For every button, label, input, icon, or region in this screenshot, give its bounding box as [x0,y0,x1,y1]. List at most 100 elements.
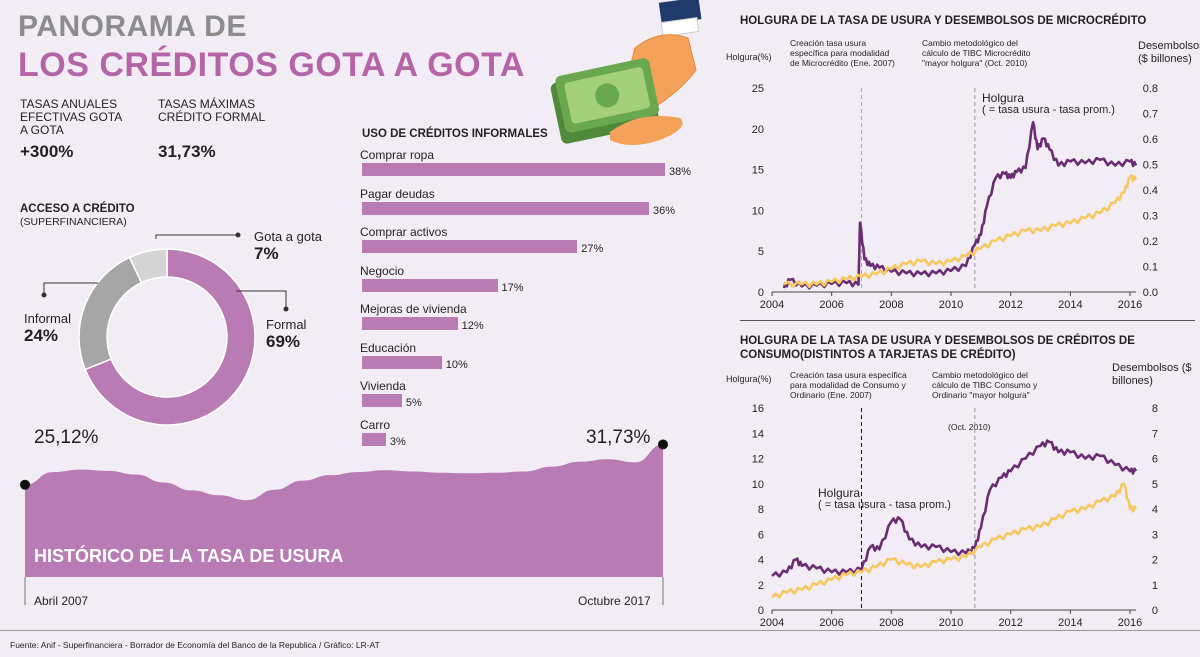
bar [362,394,402,407]
bar-label: Educación [360,340,417,355]
bar-chart-title: USO DE CRÉDITOS INFORMALES [362,128,548,140]
series-line-desembolsos [771,482,1138,599]
leader-dot-gota [235,232,241,238]
y-tick-label: 15 [752,165,764,177]
x-tick-label: 2006 [819,299,843,311]
bar-value-label: 36% [653,204,676,217]
rate-label: TASAS ANUALES EFECTIVAS GOTA A GOTA [20,97,122,137]
footer-divider [0,630,1200,631]
series-line-desembolsos [783,174,1138,289]
microcredit-annotation-1: Creación tasa usura específica para moda… [790,38,895,68]
y-right-tick-label: 4 [1152,504,1158,516]
bar [362,278,498,292]
access-credit-donut-chart [41,232,289,426]
y-tick-label: 6 [758,529,764,541]
y-right-tick-label: 0.4 [1143,185,1158,197]
y-tick-label: 5 [758,246,764,258]
bar [362,355,442,369]
consumer-series-note: ( = tasa usura - tasa prom.) [818,499,951,511]
y-tick-label: 25 [752,83,764,95]
donut-label-formal: Formal [266,317,307,332]
y-right-tick-label: 0.8 [1143,83,1158,95]
leader-line-gota [155,234,238,239]
usury-history-area-chart [20,439,668,605]
y-right-tick-label: 0.5 [1143,160,1158,172]
y-right-tick-label: 0.1 [1143,262,1158,274]
bar-label: Comprar activos [360,225,448,239]
y-tick-label: 16 [752,403,764,415]
leader-line-informal [43,282,98,295]
bar-value-label: 38% [669,166,692,178]
x-tick-label: 2008 [879,299,903,311]
donut-value-informal: 24% [24,326,59,345]
consumer-annotation-1: Creación tasa usura específica para moda… [790,370,907,400]
x-tick-label: 2014 [1058,617,1082,629]
bar-value-label: 10% [445,358,468,371]
x-tick-label: 2016 [1118,299,1142,311]
bar-value-label: 17% [501,281,524,294]
area-start-value: 25,12% [34,427,99,448]
donut-slice-formal [84,248,256,426]
x-tick-label: 2016 [1118,617,1142,629]
money-hand-illustration [550,0,702,145]
y-tick-label: 10 [752,479,764,491]
x-tick-label: 2004 [760,617,784,629]
x-tick-label: 2014 [1058,299,1082,311]
consumer-ylabel: Holgura(%) [726,374,772,384]
bar-label: Comprar ropa [360,148,435,162]
page-title-line1: PANORAMA DE [18,10,247,43]
y-tick-label: 20 [752,124,764,136]
consumer-annotation-2b: (Oct. 2010) [948,422,991,432]
x-tick-label: 2012 [998,617,1022,629]
y-tick-label: 8 [758,504,764,516]
leader-dot-informal [41,292,47,298]
x-tick-label: 2012 [998,299,1022,311]
divider [740,320,1195,321]
donut-value-gota: 7% [254,244,279,263]
microcredit-ylabel: Holgura(%) [726,52,772,62]
y-tick-label: 4 [758,555,764,567]
bar [362,317,458,330]
leader-dot-formal [283,306,289,312]
y-right-tick-label: 0.7 [1143,109,1158,121]
y-right-tick-label: 3 [1152,529,1158,541]
y-right-tick-label: 0.6 [1143,134,1158,146]
donut-value-formal: 69% [266,332,301,351]
footer-source: Fuente: Anif - Superfinanciera - Borrado… [10,640,380,650]
bar-value-label: 5% [405,397,422,409]
y-right-tick-label: 0.0 [1143,287,1158,299]
y-right-tick-label: 0.2 [1143,236,1158,248]
bar-label: Vivienda [360,379,406,393]
max-rate-value: 31,73% [158,142,216,161]
bar-label: Pagar deudas [360,186,435,201]
x-tick-label: 2008 [879,617,903,629]
donut-slice-informal [78,256,143,371]
y-right-tick-label: 0 [1152,605,1158,617]
area-start-dot [20,479,30,490]
bar [362,432,386,446]
rate-value: +300% [20,142,74,161]
area-start-label: Abril 2007 [34,594,89,608]
y-right-tick-label: 7 [1152,428,1158,440]
microcredit-series-note: ( = tasa usura - tasa prom.) [982,104,1115,116]
usury-area [25,444,663,577]
bar-value-label: 12% [461,320,484,332]
y-tick-label: 0 [758,605,764,617]
microcredit-series-label: Holgura [982,91,1025,105]
donut-subtitle: (SUPERFINANCIERA) [20,216,127,228]
y-right-tick-label: 1 [1152,580,1158,592]
microcredit-ylabel-right: Desembolsos ($ billones) [1138,40,1200,65]
consumer-ylabel-right: Desembolsos ($ billones) [1112,362,1192,387]
area-end-dot [658,439,668,450]
informal-use-bar-chart [0,0,1,1]
y-tick-label: 2 [758,580,764,592]
y-tick-label: 14 [752,428,764,440]
y-right-tick-label: 8 [1152,403,1158,415]
bar-value-label: 3% [389,435,406,448]
x-tick-label: 2004 [760,299,784,311]
bar-value-label: 27% [581,243,604,255]
x-tick-label: 2010 [939,617,963,629]
y-tick-label: 12 [752,454,764,466]
bar-label: Carro [360,417,391,432]
